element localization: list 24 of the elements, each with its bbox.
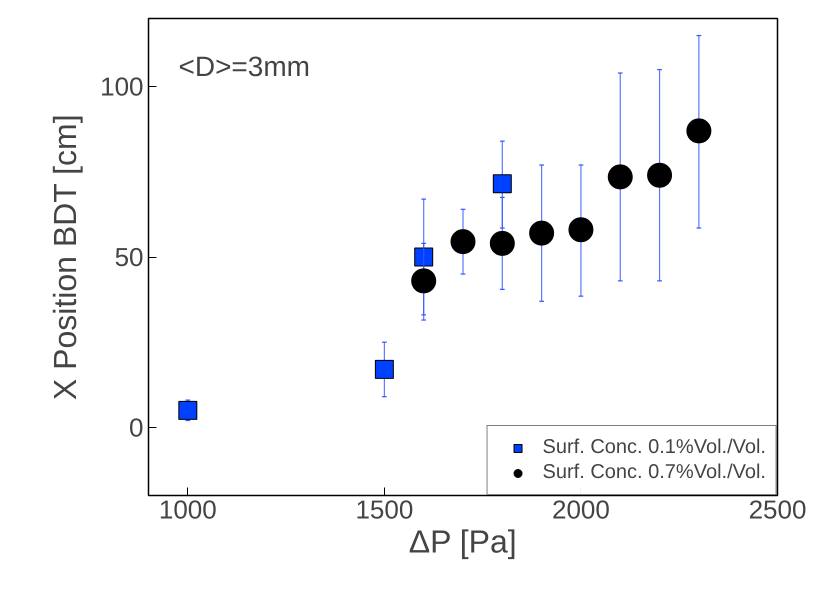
y-tick-label: 0 [129,412,144,442]
x-tick-label: 1500 [355,494,414,524]
x-tick-label: 2500 [748,494,806,524]
y-tick-label: 50 [114,242,144,272]
y-axis-title: X Position BDT [cm] [47,114,84,400]
legend-label: Surf. Conc. 0.1%Vol./Vol. [542,436,766,459]
point [568,217,594,242]
point [178,400,198,420]
point [374,360,394,379]
legend-label: Surf. Conc. 0.7%Vol./Vol. [542,461,766,484]
point [686,118,712,144]
point [490,230,515,256]
x-tick-label: 1000 [158,494,217,524]
point [411,268,436,294]
x-tick-label: 2000 [552,494,610,524]
x-axis-title: ΔP [Pa] [408,524,517,560]
point [492,174,512,194]
point [608,164,633,190]
point [450,229,476,254]
point [414,248,434,266]
point [529,220,554,246]
annotation: <D>=3mm [178,51,310,82]
point [647,162,672,188]
y-tick-label: 100 [100,72,144,102]
